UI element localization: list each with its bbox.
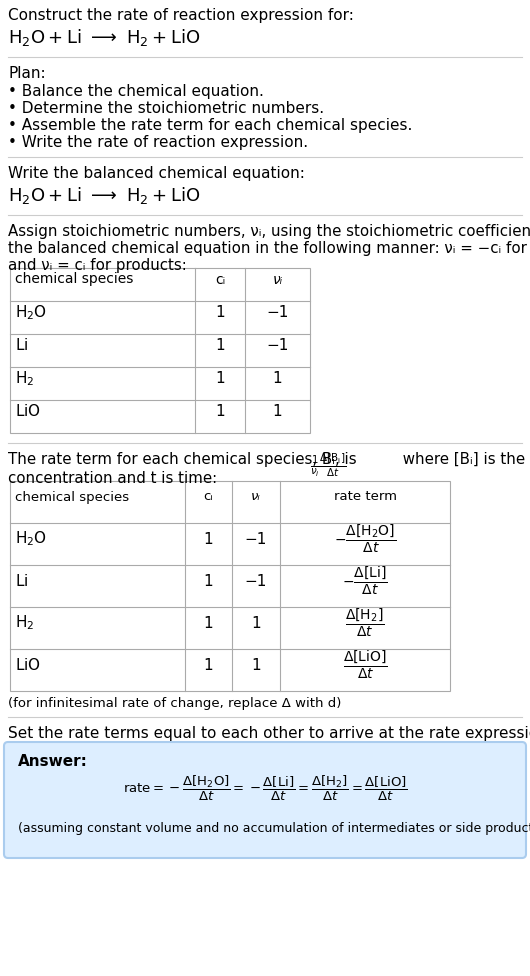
- Text: 1: 1: [215, 305, 225, 320]
- Text: −1: −1: [245, 574, 267, 589]
- Text: • Assemble the rate term for each chemical species.: • Assemble the rate term for each chemic…: [8, 118, 412, 133]
- Text: 1: 1: [204, 574, 213, 589]
- Text: $\mathrm{H_2O + Li\ \longrightarrow\ H_2 + LiO}$: $\mathrm{H_2O + Li\ \longrightarrow\ H_2…: [8, 27, 200, 48]
- Text: The rate term for each chemical species, Bᵢ, is: The rate term for each chemical species,…: [8, 452, 361, 467]
- Text: chemical species: chemical species: [15, 272, 134, 287]
- Text: νᵢ: νᵢ: [251, 491, 261, 504]
- Text: 1: 1: [251, 658, 261, 672]
- Text: 1: 1: [273, 404, 282, 419]
- Text: 1: 1: [204, 658, 213, 672]
- Text: (for infinitesimal rate of change, replace Δ with d): (for infinitesimal rate of change, repla…: [8, 697, 341, 710]
- Text: $\dfrac{\Delta[\mathrm{H_2}]}{\Delta t}$: $\dfrac{\Delta[\mathrm{H_2}]}{\Delta t}$: [345, 607, 385, 639]
- Bar: [10, 481, 450, 691]
- Text: $\mathrm{LiO}$: $\mathrm{LiO}$: [15, 657, 41, 673]
- Text: the balanced chemical equation in the following manner: νᵢ = −cᵢ for reactants: the balanced chemical equation in the fo…: [8, 241, 530, 256]
- Text: $\mathrm{LiO}$: $\mathrm{LiO}$: [15, 403, 41, 420]
- Text: • Write the rate of reaction expression.: • Write the rate of reaction expression.: [8, 135, 308, 150]
- Text: $\mathrm{H_2O}$: $\mathrm{H_2O}$: [15, 530, 47, 549]
- Text: 1: 1: [215, 371, 225, 386]
- Text: $-\dfrac{\Delta[\mathrm{H_2O}]}{\Delta t}$: $-\dfrac{\Delta[\mathrm{H_2O}]}{\Delta t…: [334, 523, 396, 555]
- Text: Assign stoichiometric numbers, νᵢ, using the stoichiometric coefficients, cᵢ, fr: Assign stoichiometric numbers, νᵢ, using…: [8, 224, 530, 239]
- Text: Write the balanced chemical equation:: Write the balanced chemical equation:: [8, 166, 305, 181]
- Text: concentration and t is time:: concentration and t is time:: [8, 471, 217, 486]
- Text: Construct the rate of reaction expression for:: Construct the rate of reaction expressio…: [8, 8, 354, 23]
- Text: $\mathrm{H_2O}$: $\mathrm{H_2O}$: [15, 304, 47, 322]
- Text: $\mathrm{H_2O + Li\ \longrightarrow\ H_2 + LiO}$: $\mathrm{H_2O + Li\ \longrightarrow\ H_2…: [8, 185, 200, 206]
- Text: 1: 1: [215, 404, 225, 419]
- Text: chemical species: chemical species: [15, 491, 129, 504]
- Text: 1: 1: [215, 338, 225, 353]
- Bar: [10, 268, 310, 433]
- Text: 1: 1: [273, 371, 282, 386]
- Text: $-\dfrac{\Delta[\mathrm{Li}]}{\Delta t}$: $-\dfrac{\Delta[\mathrm{Li}]}{\Delta t}$: [342, 565, 388, 597]
- FancyBboxPatch shape: [4, 742, 526, 858]
- Text: (assuming constant volume and no accumulation of intermediates or side products): (assuming constant volume and no accumul…: [18, 822, 530, 835]
- Text: rate term: rate term: [333, 491, 396, 504]
- Text: cᵢ: cᵢ: [215, 272, 225, 287]
- Text: Plan:: Plan:: [8, 66, 46, 81]
- Text: • Determine the stoichiometric numbers.: • Determine the stoichiometric numbers.: [8, 101, 324, 116]
- Text: 1: 1: [204, 532, 213, 547]
- Text: $\mathrm{H_2}$: $\mathrm{H_2}$: [15, 369, 34, 387]
- Text: • Balance the chemical equation.: • Balance the chemical equation.: [8, 84, 264, 99]
- Text: νᵢ: νᵢ: [272, 272, 282, 287]
- Text: $\mathrm{Li}$: $\mathrm{Li}$: [15, 338, 28, 353]
- Text: 1: 1: [251, 616, 261, 630]
- Text: cᵢ: cᵢ: [204, 491, 214, 504]
- Text: −1: −1: [266, 338, 289, 353]
- Text: −1: −1: [266, 305, 289, 320]
- Text: $\mathrm{Li}$: $\mathrm{Li}$: [15, 573, 28, 589]
- Text: and νᵢ = cᵢ for products:: and νᵢ = cᵢ for products:: [8, 258, 187, 273]
- Text: $\mathrm{rate} = -\dfrac{\Delta[\mathrm{H_2O}]}{\Delta t} = -\dfrac{\Delta[\math: $\mathrm{rate} = -\dfrac{\Delta[\mathrm{…: [122, 773, 408, 802]
- Text: $\dfrac{\Delta[\mathrm{LiO}]}{\Delta t}$: $\dfrac{\Delta[\mathrm{LiO}]}{\Delta t}$: [342, 649, 387, 681]
- Text: where [Bᵢ] is the amount: where [Bᵢ] is the amount: [398, 452, 530, 467]
- Text: 1: 1: [204, 616, 213, 630]
- Text: Set the rate terms equal to each other to arrive at the rate expression:: Set the rate terms equal to each other t…: [8, 726, 530, 741]
- Text: $\mathrm{H_2}$: $\mathrm{H_2}$: [15, 614, 34, 632]
- Text: $\frac{1}{\nu_i}\frac{\Delta[\mathrm{B_i}]}{\Delta t}$: $\frac{1}{\nu_i}\frac{\Delta[\mathrm{B_i…: [310, 452, 346, 479]
- Text: −1: −1: [245, 532, 267, 547]
- Text: Answer:: Answer:: [18, 754, 88, 769]
